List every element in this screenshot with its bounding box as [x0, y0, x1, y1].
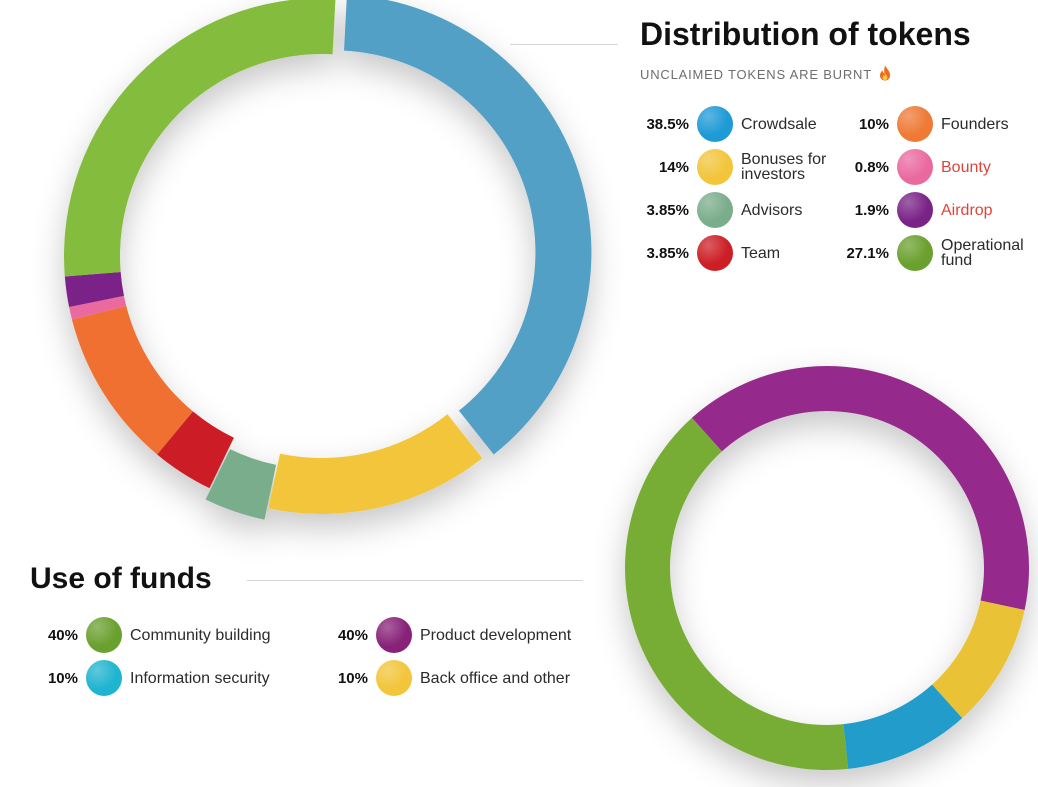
- legend-swatch: [697, 192, 733, 228]
- legend-item-operational-fund: 27.1% Operational fund: [841, 233, 1038, 273]
- legend-item-information-security: 10% Information security: [44, 658, 270, 698]
- slice-crowdsale: [344, 0, 592, 455]
- legend-item-community-building: 40% Community building: [44, 615, 271, 655]
- legend-label: Product development: [420, 626, 572, 644]
- slice-founders: [71, 305, 193, 455]
- legend-label: Team: [741, 244, 781, 262]
- legend-item-bounty: 0.8% Bounty: [841, 147, 1038, 187]
- tokens-subtitle: UNCLAIMED TOKENS ARE BURNT: [640, 65, 891, 84]
- use-of-funds-donut: [625, 366, 1029, 770]
- slice-bounty: [69, 295, 127, 320]
- legend-percent: 3.85%: [646, 201, 689, 219]
- legend-item-crowdsale: 38.5% Crowdsale: [641, 104, 841, 144]
- legend-swatch: [86, 660, 122, 696]
- legend-swatch: [897, 106, 933, 142]
- fire-icon: [879, 65, 891, 84]
- slice-back-office-and-other: [932, 600, 1025, 719]
- legend-item-airdrop: 1.9% Airdrop: [841, 190, 1038, 230]
- legend-label: Founders: [941, 115, 1009, 133]
- slice-product-development: [691, 366, 1029, 610]
- legend-swatch: [86, 617, 122, 653]
- legend-label: Community building: [130, 626, 271, 644]
- legend-label: Advisors: [741, 201, 803, 219]
- legend-percent: 10%: [337, 669, 368, 687]
- tokens-title-rule: [510, 44, 618, 45]
- legend-percent: 38.5%: [646, 115, 689, 133]
- slice-information-security: [843, 684, 963, 769]
- token-distribution-donut: [64, 0, 592, 520]
- tokens-subtitle-text: UNCLAIMED TOKENS ARE BURNT: [640, 67, 872, 82]
- legend-swatch: [897, 235, 933, 271]
- funds-title: Use of funds: [30, 562, 212, 595]
- legend-item-founders: 10% Founders: [841, 104, 1038, 144]
- slice-airdrop: [64, 272, 124, 307]
- legend-label: Crowdsale: [741, 115, 817, 133]
- legend-percent: 14%: [658, 158, 689, 176]
- slice-bonuses-for-investors: [268, 414, 483, 514]
- legend-swatch: [376, 617, 412, 653]
- legend-percent: 3.85%: [646, 244, 689, 262]
- legend-label: Airdrop: [941, 201, 993, 219]
- legend-percent: 40%: [47, 626, 78, 644]
- legend-item-product-development: 40% Product development: [334, 615, 571, 655]
- slice-advisors: [205, 449, 277, 520]
- legend-percent: 0.8%: [854, 158, 889, 176]
- legend-swatch: [697, 106, 733, 142]
- legend-percent: 1.9%: [854, 201, 889, 219]
- legend-label: Information security: [130, 669, 270, 687]
- tokens-title: Distribution of tokens: [640, 16, 971, 52]
- legend-swatch: [697, 149, 733, 185]
- legend-label: Bounty: [941, 158, 991, 176]
- slice-community-building: [625, 417, 849, 770]
- legend-label: Back office and other: [420, 669, 571, 687]
- legend-swatch: [897, 149, 933, 185]
- legend-swatch: [376, 660, 412, 696]
- legend-label: Bonuses for investors: [741, 151, 827, 183]
- legend-swatch: [697, 235, 733, 271]
- slice-team: [157, 411, 234, 489]
- legend-percent: 10%: [47, 669, 78, 687]
- legend-label: Operational fund: [941, 237, 1024, 269]
- legend-item-team: 3.85% Team: [641, 233, 841, 273]
- legend-item-advisors: 3.85% Advisors: [641, 190, 841, 230]
- funds-title-rule: [247, 580, 583, 581]
- legend-item-back-office-and-other: 10% Back office and other: [334, 658, 570, 698]
- legend-percent: 27.1%: [846, 244, 889, 262]
- legend-percent: 40%: [337, 626, 368, 644]
- legend-swatch: [897, 192, 933, 228]
- legend-percent: 10%: [858, 115, 889, 133]
- legend-item-bonuses-for-investors: 14% Bonuses for investors: [641, 147, 841, 187]
- slice-operational-fund: [64, 0, 336, 277]
